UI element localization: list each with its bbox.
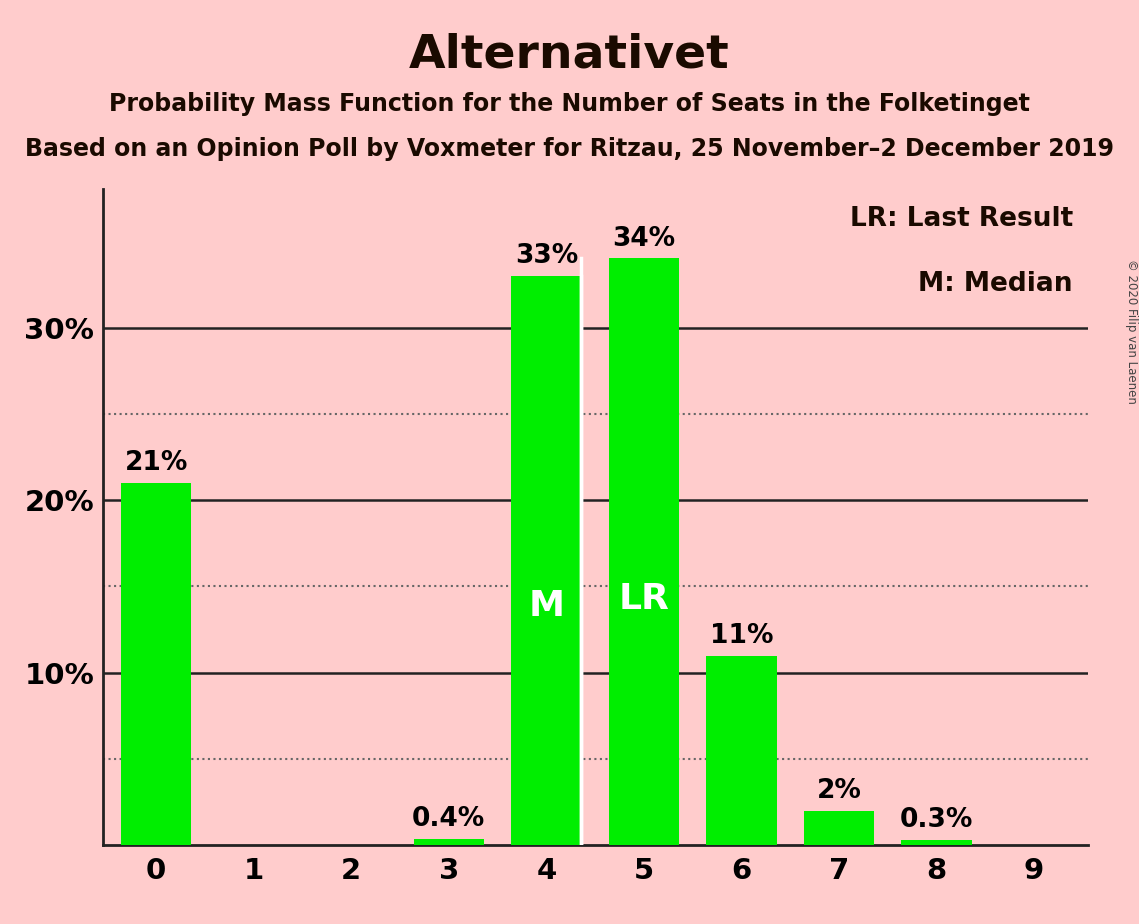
Text: 11%: 11% — [710, 623, 773, 649]
Bar — [804, 811, 874, 845]
Text: LR: Last Result: LR: Last Result — [850, 206, 1073, 232]
Bar — [706, 655, 777, 845]
Bar — [121, 483, 191, 845]
Text: M: Median: M: Median — [918, 272, 1073, 298]
Text: © 2020 Filip van Laenen: © 2020 Filip van Laenen — [1124, 259, 1138, 404]
Text: Alternativet: Alternativet — [409, 32, 730, 78]
Text: 0.4%: 0.4% — [412, 806, 485, 832]
Text: 0.3%: 0.3% — [900, 808, 973, 833]
Bar — [511, 275, 582, 845]
Text: M: M — [528, 590, 564, 623]
Bar — [413, 839, 484, 845]
Text: 33%: 33% — [515, 243, 577, 269]
Text: Based on an Opinion Poll by Voxmeter for Ritzau, 25 November–2 December 2019: Based on an Opinion Poll by Voxmeter for… — [25, 137, 1114, 161]
Text: 34%: 34% — [613, 225, 675, 251]
Text: LR: LR — [618, 582, 670, 616]
Text: 21%: 21% — [124, 450, 188, 476]
Text: 2%: 2% — [817, 778, 861, 804]
Bar — [901, 840, 972, 845]
Text: Probability Mass Function for the Number of Seats in the Folketinget: Probability Mass Function for the Number… — [109, 92, 1030, 116]
Bar — [608, 259, 679, 845]
